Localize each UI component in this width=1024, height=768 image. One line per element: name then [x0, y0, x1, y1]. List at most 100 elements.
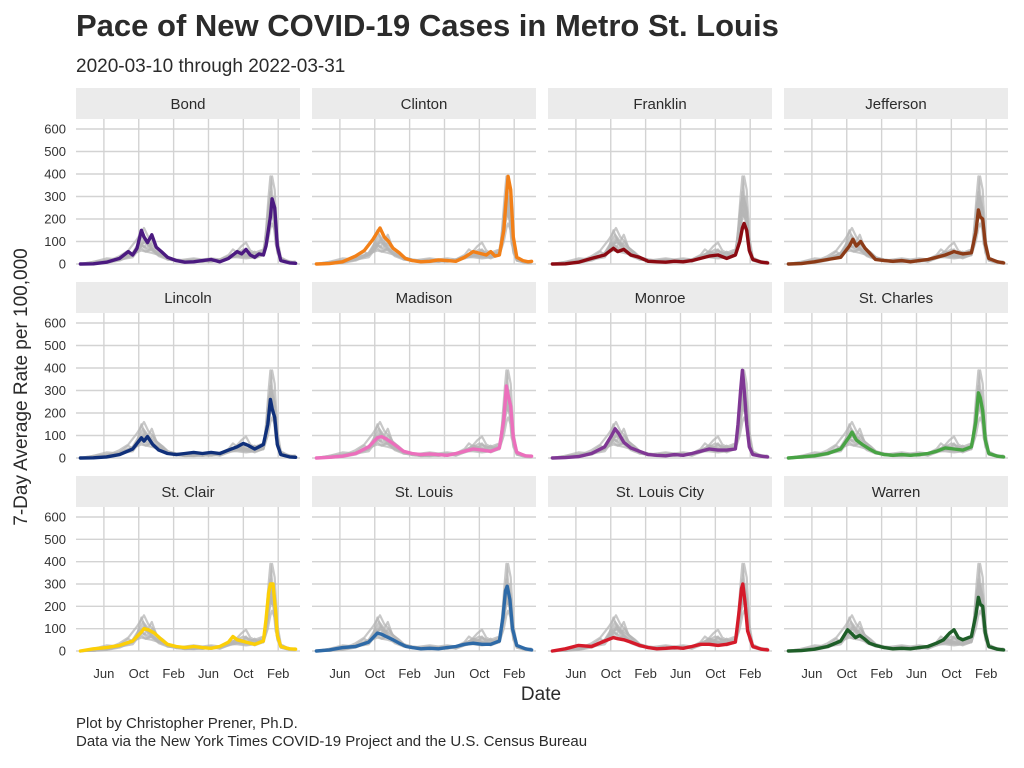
- panel-lincoln: Lincoln 0 100 200 300 400 500 600: [44, 282, 300, 466]
- chart-title: Pace of New COVID-19 Cases in Metro St. …: [76, 8, 779, 43]
- x-tick-label: Jun: [670, 666, 691, 681]
- panel-strip: [548, 282, 772, 313]
- y-tick-label: 0: [59, 451, 66, 466]
- x-tick-label: Oct: [365, 666, 386, 681]
- panel-st-clair: St. Clair 0 100 200 300 400 500 600 Jun Oct Feb Jun…: [44, 476, 300, 681]
- highlight-series-line: [314, 174, 534, 266]
- x-tick-label: Feb: [162, 666, 184, 681]
- panel-strip-label: Bond: [170, 96, 205, 113]
- y-tick-label: 600: [44, 316, 66, 331]
- x-tick-label: Feb: [634, 666, 656, 681]
- y-axis-label: 7-Day Average Rate per 100,000: [11, 248, 32, 526]
- panel-strip-label: Warren: [872, 484, 921, 501]
- panel-jefferson: Jefferson: [784, 88, 1008, 266]
- x-tick-label: Oct: [469, 666, 490, 681]
- panel-strip-label: Monroe: [635, 290, 686, 307]
- y-tick-label: 600: [44, 122, 66, 137]
- y-tick-label: 0: [59, 257, 66, 272]
- y-tick-label: 400: [44, 167, 66, 182]
- panel-bond: Bond 0 100 200 300 400 500 600: [44, 88, 300, 272]
- panel-st-charles: St. Charles: [784, 282, 1008, 460]
- y-tick-label: 600: [44, 510, 66, 525]
- background-series-line: [788, 582, 1004, 653]
- highlight-series-line: [78, 197, 298, 266]
- x-tick-label: Feb: [398, 666, 420, 681]
- y-tick-label: 100: [44, 428, 66, 443]
- chart-subtitle: 2020-03-10 through 2022-03-31: [76, 56, 346, 77]
- x-tick-label: Jun: [801, 666, 822, 681]
- panel-strip-label: St. Louis City: [616, 484, 705, 501]
- x-tick-label: Jun: [906, 666, 927, 681]
- panel-strip: [784, 476, 1008, 507]
- x-tick-label: Oct: [129, 666, 150, 681]
- panel-franklin: Franklin: [548, 88, 772, 266]
- highlight-series-line: [786, 595, 1006, 653]
- y-tick-label: 300: [44, 189, 66, 204]
- highlight-series-line: [314, 384, 534, 460]
- caption: Plot by Christopher Prener, Ph.D. Data v…: [76, 715, 587, 751]
- x-tick-label: Feb: [503, 666, 525, 681]
- panel-strip: [76, 88, 300, 119]
- x-tick-label: Feb: [975, 666, 997, 681]
- panel-clinton: Clinton: [312, 88, 536, 266]
- highlight-series-line: [78, 397, 298, 460]
- y-tick-label: 500: [44, 532, 66, 547]
- highlight-series-line: [786, 391, 1006, 460]
- x-axis-label: Date: [520, 684, 562, 705]
- x-tick-label: Feb: [870, 666, 892, 681]
- panel-strip: [312, 476, 536, 507]
- panel-st-louis-city: St. Louis City Jun Oct Feb Jun Oct Feb: [548, 476, 772, 681]
- panel-strip: [76, 476, 300, 507]
- x-tick-label: Jun: [329, 666, 350, 681]
- highlight-series-line: [550, 368, 770, 460]
- panel-strip-label: Madison: [396, 290, 453, 307]
- y-tick-label: 200: [44, 212, 66, 227]
- y-tick-label: 200: [44, 406, 66, 421]
- y-tick-label: 200: [44, 599, 66, 614]
- panel-strip-label: St. Charles: [859, 290, 933, 307]
- y-tick-label: 300: [44, 577, 66, 592]
- y-tick-label: 100: [44, 621, 66, 636]
- y-tick-label: 500: [44, 144, 66, 159]
- y-tick-label: 100: [44, 234, 66, 249]
- background-series-line: [80, 389, 296, 460]
- x-tick-label: Oct: [233, 666, 254, 681]
- x-tick-label: Oct: [705, 666, 726, 681]
- caption-source: Data via the New York Times COVID-19 Pro…: [76, 733, 588, 750]
- highlight-series-line: [550, 221, 770, 266]
- x-tick-label: Oct: [837, 666, 858, 681]
- panel-strip: [548, 88, 772, 119]
- x-tick-label: Feb: [739, 666, 761, 681]
- x-tick-label: Jun: [565, 666, 586, 681]
- y-tick-label: 0: [59, 644, 66, 659]
- panel-strip: [312, 88, 536, 119]
- panel-warren: Warren Jun Oct Feb Jun Oct Feb: [784, 476, 1008, 681]
- panel-strip: [76, 282, 300, 313]
- x-tick-label: Jun: [93, 666, 114, 681]
- panel-strip-label: Jefferson: [865, 96, 926, 113]
- panel-strip-label: Clinton: [401, 96, 448, 113]
- panel-madison: Madison: [312, 282, 536, 460]
- y-tick-label: 300: [44, 383, 66, 398]
- panel-strip-label: Franklin: [633, 96, 686, 113]
- x-tick-label: Oct: [941, 666, 962, 681]
- panel-st-louis: St. Louis Jun Oct Feb Jun Oct Feb: [312, 476, 536, 681]
- y-tick-label: 400: [44, 554, 66, 569]
- x-tick-label: Oct: [601, 666, 622, 681]
- panel-strip-label: Lincoln: [164, 290, 212, 307]
- x-tick-label: Jun: [198, 666, 219, 681]
- x-tick-label: Feb: [267, 666, 289, 681]
- panel-strip: [548, 476, 772, 507]
- panel-strip-label: St. Louis: [395, 484, 453, 501]
- highlight-series-line: [314, 584, 534, 653]
- caption-author: Plot by Christopher Prener, Ph.D.: [76, 715, 298, 732]
- panel-strip: [784, 88, 1008, 119]
- highlight-series-line: [78, 582, 298, 653]
- y-tick-label: 500: [44, 338, 66, 353]
- panel-strip: [312, 282, 536, 313]
- x-tick-label: Jun: [434, 666, 455, 681]
- highlight-series-line: [786, 208, 1006, 266]
- highlight-series-line: [550, 582, 770, 653]
- panel-strip: [784, 282, 1008, 313]
